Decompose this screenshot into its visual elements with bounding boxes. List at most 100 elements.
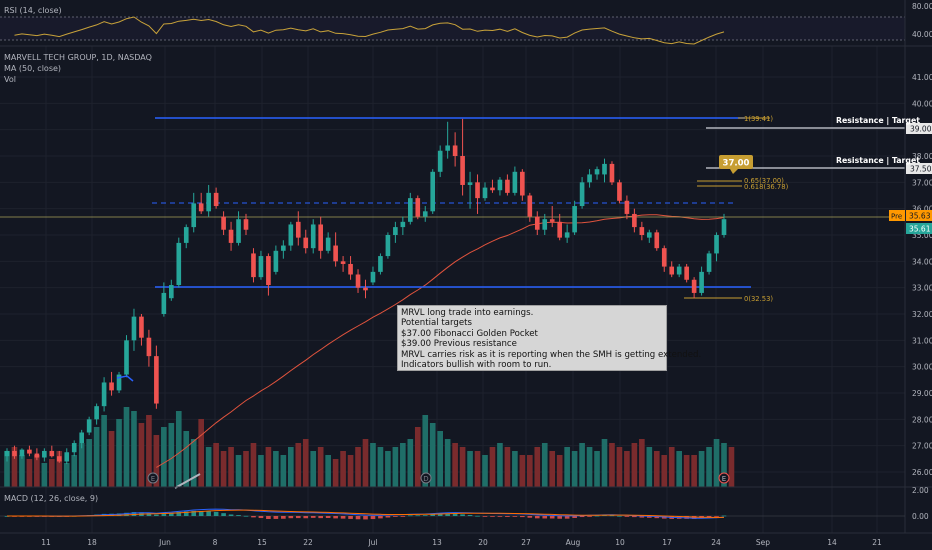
volume-bar — [459, 447, 466, 487]
macd-title[interactable]: MACD (12, 26, close, 9) — [4, 494, 99, 503]
volume-bar — [287, 447, 294, 487]
volume-bar — [355, 447, 361, 487]
volume-bar — [586, 447, 593, 487]
macd-histogram-bar — [721, 515, 727, 517]
macd-histogram-bar — [534, 516, 540, 519]
macd-histogram-bar — [617, 515, 622, 517]
volume-bar — [265, 447, 272, 487]
volume-bar — [489, 447, 496, 487]
fib-0618-label: 0.618(36.78) — [744, 183, 789, 191]
rsi-tick-80: 80.00 — [912, 2, 932, 11]
volume-bar — [86, 439, 92, 487]
candle-body — [632, 213, 637, 228]
macd-histogram-bar — [258, 516, 264, 519]
candle-body — [415, 198, 421, 217]
macd-histogram-bar — [303, 516, 309, 519]
rsi-title[interactable]: RSI (14, close) — [4, 6, 62, 15]
time-tick: 14 — [827, 538, 837, 547]
candle-body — [639, 227, 645, 235]
time-tick: 11 — [41, 538, 51, 547]
macd-histogram-bar — [564, 516, 570, 519]
macd-histogram-bar — [460, 514, 465, 516]
volume-bar — [377, 447, 384, 487]
candle-body — [691, 279, 697, 293]
macd-histogram-bar — [266, 516, 271, 520]
volume-bar — [228, 447, 234, 487]
note-line: $39.00 Previous resistance — [401, 339, 517, 350]
vol-title[interactable]: Vol — [4, 75, 16, 84]
macd-histogram-bar — [400, 516, 406, 517]
candle-body — [579, 182, 585, 207]
volume-bar — [11, 447, 18, 487]
volume-bar — [34, 455, 40, 487]
candle-body — [4, 450, 10, 457]
candle-body — [191, 203, 197, 228]
candle-body — [348, 263, 353, 275]
macd-histogram-bar — [251, 516, 256, 518]
macd-histogram-bar — [273, 516, 279, 519]
earnings-marker-1-label: E — [151, 475, 155, 483]
candle-body — [42, 450, 47, 458]
earnings-marker-1[interactable] — [147, 472, 159, 484]
candle-body — [393, 227, 398, 235]
time-tick: 10 — [615, 538, 625, 547]
candlesticks — [4, 118, 727, 465]
fib-065-label: 0.65(37.00) — [744, 177, 784, 185]
macd-histogram-bar — [168, 512, 174, 516]
macd-histogram-bar — [325, 516, 331, 519]
volume-bar — [56, 451, 63, 487]
volume-bar — [452, 443, 458, 487]
volume-bar — [631, 443, 638, 487]
macd-histogram-bar — [497, 516, 503, 517]
candle-body — [549, 219, 555, 222]
candle-body — [654, 232, 660, 249]
note-line: MRVL carries risk as it is reporting whe… — [401, 349, 702, 360]
volume-bar — [183, 431, 190, 487]
candle-body — [288, 224, 294, 246]
volume-bar — [549, 451, 556, 487]
time-tick: 24 — [711, 538, 721, 547]
macd-histogram-bar — [378, 516, 383, 519]
candle-body — [221, 216, 226, 230]
candle-body — [400, 221, 406, 228]
candle-body — [251, 253, 256, 278]
macd-histogram-bar — [632, 516, 637, 518]
macd-histogram-bar — [355, 516, 361, 520]
candle-body — [385, 235, 391, 257]
macd-histogram-bar — [318, 516, 324, 519]
macd-histogram-bar — [191, 510, 197, 516]
note-line: Potential targets — [401, 318, 472, 329]
volume-bar — [504, 447, 511, 487]
volume-bar — [653, 451, 660, 487]
note-line: MRVL long trade into earnings. — [401, 308, 534, 318]
candle-body — [564, 232, 570, 238]
volume-bar — [474, 451, 481, 487]
candle-body — [527, 195, 533, 217]
volume-bar — [728, 447, 735, 487]
symbol-title[interactable]: MARVELL TECH GROUP, 1D, NASDAQ — [4, 53, 152, 62]
candle-body — [467, 182, 473, 185]
note-line: $37.00 Fibonacci Golden Pocket — [401, 328, 538, 339]
macd-tick-0: 0.00 — [912, 512, 929, 521]
time-tick: 8 — [213, 538, 218, 547]
ma-title[interactable]: MA (50, close) — [4, 64, 62, 73]
volume-bar — [48, 459, 55, 487]
volume-bar — [205, 447, 212, 487]
target-badge[interactable]: 37.00 — [719, 155, 753, 174]
time-tick: 18 — [87, 538, 97, 547]
candle-body — [176, 242, 182, 286]
price-tick: 30.00 — [912, 363, 932, 372]
candle-body — [482, 187, 488, 199]
macd-histogram-bar — [505, 516, 510, 517]
trade-note[interactable]: MRVL long trade into earnings. Potential… — [397, 305, 702, 371]
candle-body — [281, 245, 286, 251]
candle-body — [318, 224, 324, 251]
candle-body — [617, 182, 622, 201]
candle-body — [27, 449, 32, 454]
dividend-marker[interactable] — [420, 472, 432, 484]
volume-bar — [258, 455, 264, 487]
macd-histogram-bar — [654, 516, 660, 519]
volume-bar — [101, 415, 107, 487]
earnings-marker-2[interactable] — [718, 472, 730, 484]
macd-histogram-bar — [333, 516, 338, 519]
